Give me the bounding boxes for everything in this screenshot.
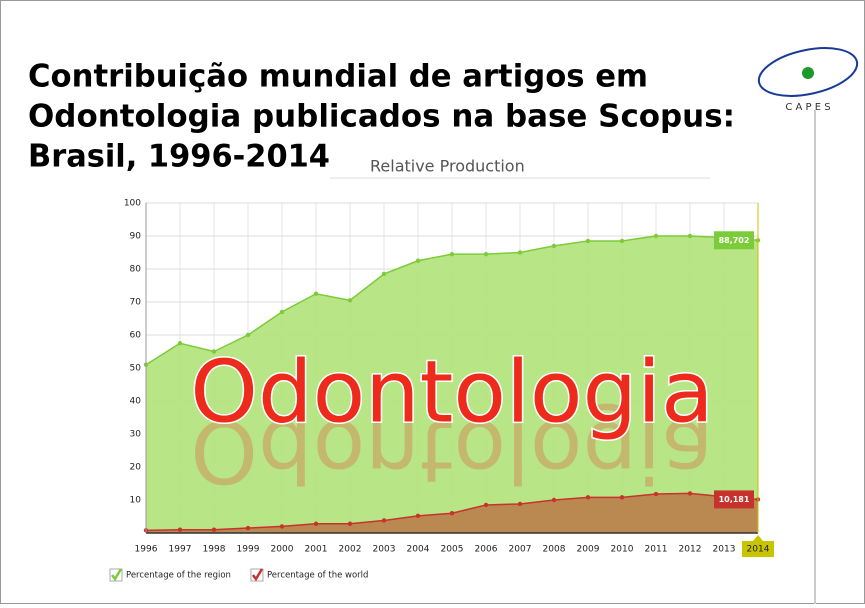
point [211,349,217,354]
y-tick-label: 50 [130,364,142,374]
point [245,332,251,338]
point [483,251,489,257]
point [279,524,285,529]
x-tick-label: 2010 [611,545,634,555]
point [415,258,421,263]
x-tick-label: 2012 [679,545,702,555]
point [313,291,319,296]
area [146,236,758,533]
legend-check [111,568,123,582]
value-label-box [714,490,754,509]
point [653,491,659,497]
x-tick-label: 1998 [203,545,226,555]
point [687,233,693,239]
point [517,501,523,507]
title-line: Contribuição mundial de artigos em [28,59,648,95]
logo-ring [757,47,859,97]
x-highlight [742,535,774,557]
y-tick-label: 10 [130,496,142,506]
x-tick-label: 2011 [645,545,668,555]
point [551,243,557,249]
x-tick-label: 2007 [509,545,532,555]
x-tick-label: 2003 [373,545,396,555]
value-label: 88,702 [719,236,750,245]
point [245,525,251,531]
legend-label: Percentage of the world [267,571,368,581]
x-tick-label: 2002 [339,545,362,555]
x-tick-label: 2000 [271,545,294,555]
overlay-reflection: Odontologia [190,401,713,501]
point [177,527,183,532]
point [551,497,557,503]
overlay-text: Odontologia [190,342,713,442]
y-tick-label: 70 [130,298,142,308]
logo-text: C A P E S [785,102,830,113]
point [381,271,387,277]
y-tick-label: 90 [130,232,142,242]
x-tick-label: 2001 [305,545,328,555]
point [653,233,659,239]
x-tick-label: 1997 [169,545,192,555]
x-tick-label: 2009 [577,545,600,555]
logo: C A P E S [757,47,859,113]
y-tick-label: 30 [130,430,142,440]
x-tick-label: 1999 [237,545,260,555]
title-line: Odontologia publicados na base Scopus: [28,99,735,135]
point [585,495,591,500]
point [381,518,387,523]
point [313,521,319,526]
x-tick-label: 2004 [407,545,430,555]
point [347,298,353,303]
plot: 10 20 30 40 50 60 70 80 90 100 88,702 10,181 1996 199… [109,199,774,582]
point [619,238,625,244]
point [449,251,455,257]
x-tick-label: 2008 [543,545,566,555]
value-label-box [714,231,754,250]
y-tick-label: 100 [124,199,141,209]
point [687,491,693,496]
value-label: 10,181 [719,495,750,504]
legend-label: Percentage of the region [126,571,231,581]
x-tick-label: 1996 [135,545,158,555]
point [279,309,285,315]
point [483,502,489,508]
point [177,341,183,346]
point [415,513,421,519]
point [517,250,523,255]
x-tick-label: 2014 [747,545,770,555]
y-tick-label: 60 [130,331,142,341]
point [211,527,217,532]
x-tick-label: 2013 [713,545,736,555]
point [347,521,353,526]
point [585,238,591,244]
logo-dot [802,67,814,79]
y-tick-label: 20 [130,463,142,473]
x-tick-label: 2005 [441,545,464,555]
legend-check [251,568,264,582]
point [449,511,455,516]
x-tick-label: 2006 [475,545,498,555]
y-tick-label: 40 [130,397,142,407]
overlay: Odontologia Odontologia [189,341,715,501]
title-line: Brasil, 1996-2014 [28,139,330,175]
chart-subtitle: Relative Production [370,157,525,176]
point [619,495,625,500]
y-tick-label: 80 [130,265,142,275]
